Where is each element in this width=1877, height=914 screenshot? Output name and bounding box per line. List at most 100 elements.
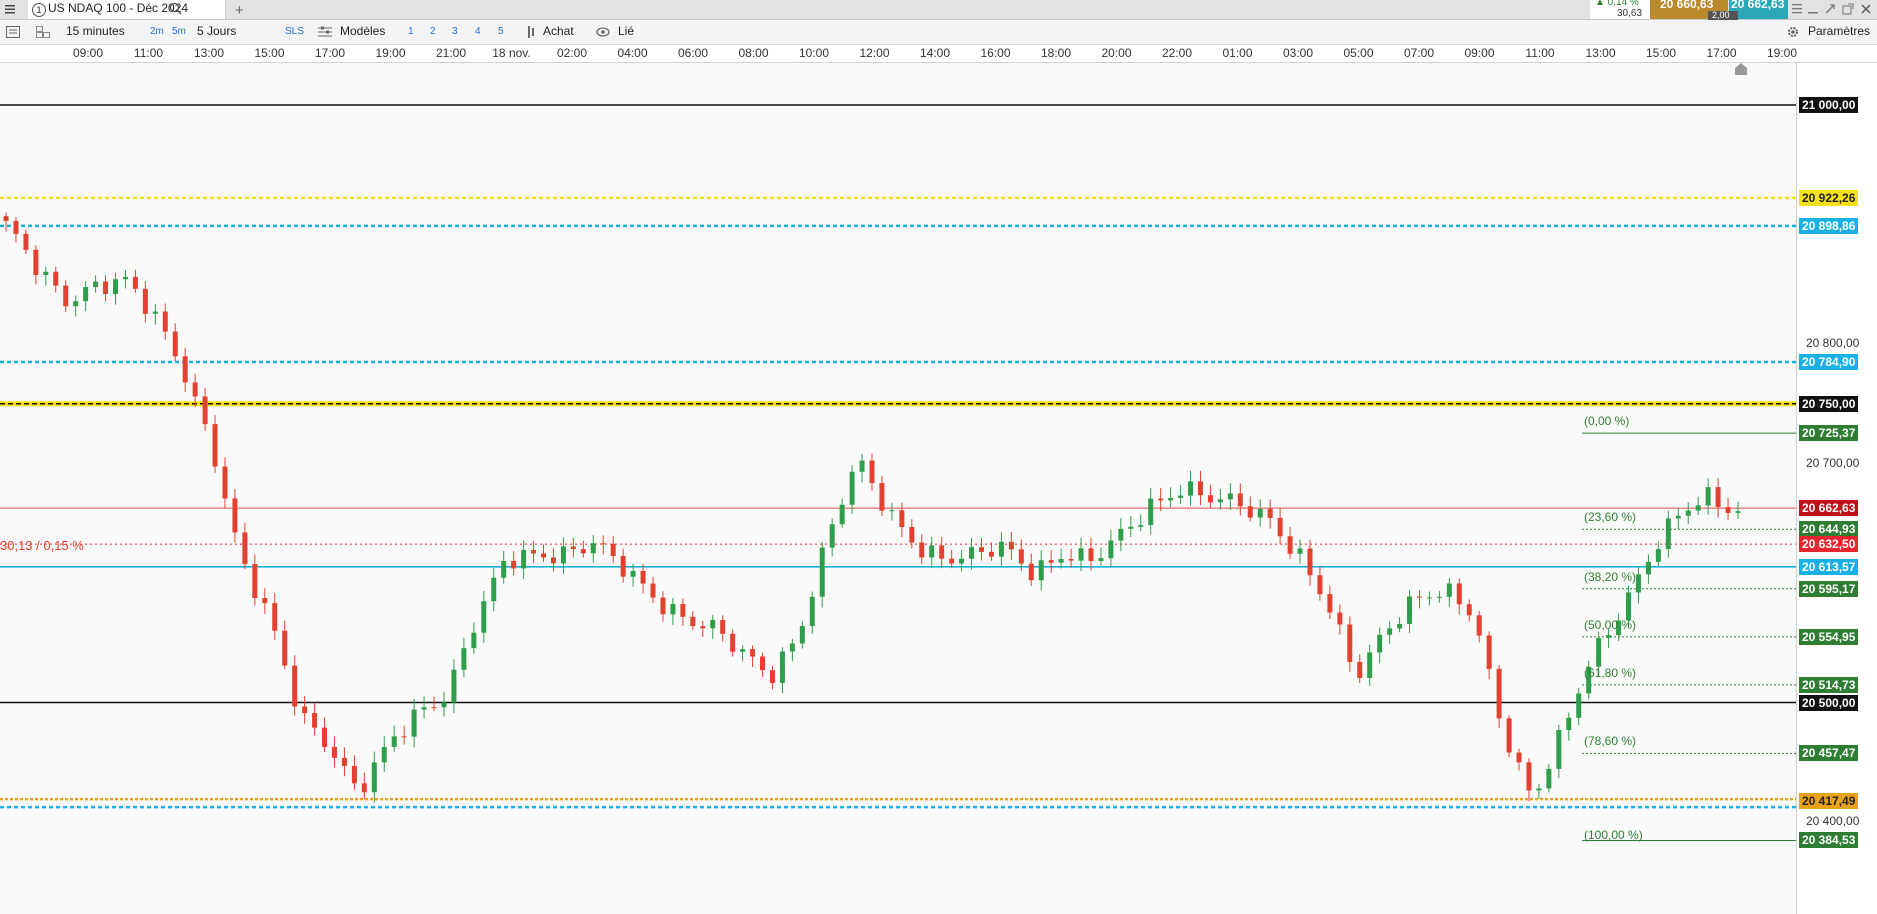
scroll-marker-icon[interactable] xyxy=(1734,62,1748,79)
candle-body xyxy=(1277,518,1283,537)
layout-icon[interactable] xyxy=(36,26,50,41)
candle-body xyxy=(690,616,696,627)
price-level-badge[interactable]: 20 554,95 xyxy=(1799,628,1859,645)
candle-body xyxy=(550,557,556,564)
candle-body xyxy=(331,746,337,758)
candle-body xyxy=(1337,612,1343,625)
price-level-badge[interactable]: 20 898,86 xyxy=(1799,217,1859,234)
settings-button[interactable]: Paramètres xyxy=(1808,24,1871,38)
candle-body xyxy=(431,707,437,709)
price-level-badge[interactable]: 20 662,63 xyxy=(1799,500,1859,517)
candle-body xyxy=(1665,518,1671,550)
time-tick-label: 13:00 xyxy=(1585,46,1616,60)
candle-body xyxy=(1188,481,1194,496)
candle-body xyxy=(242,532,248,564)
linked-button[interactable]: Lié xyxy=(618,24,635,38)
tab-us-ndaq[interactable]: 1 US NDAQ 100 - Déc 2024 xyxy=(28,0,226,19)
menu-icon[interactable] xyxy=(4,3,16,15)
gear-icon[interactable] xyxy=(1786,25,1800,42)
candle-body xyxy=(222,466,228,499)
price-level-badge[interactable]: 20 632,50 xyxy=(1799,536,1859,553)
search-icon[interactable] xyxy=(169,2,182,18)
price-level-badge[interactable]: 20 644,93 xyxy=(1799,521,1859,538)
candle-body xyxy=(859,460,865,472)
candle-body xyxy=(1048,560,1054,563)
price-level-badge[interactable]: 20 922,26 xyxy=(1799,189,1859,206)
price-level-badge[interactable]: 20 417,49 xyxy=(1799,793,1859,810)
price-level-badge[interactable]: 20 784,90 xyxy=(1799,354,1859,371)
preset-3-button[interactable]: 3 xyxy=(452,26,458,37)
time-tick-label: 15:00 xyxy=(1645,46,1677,60)
list-icon[interactable] xyxy=(1792,3,1802,18)
candle-body xyxy=(1715,487,1721,508)
tab-title: US NDAQ 100 - Déc 2024 xyxy=(48,1,189,15)
price-level-badge[interactable]: 20 457,47 xyxy=(1799,745,1859,762)
preset-2-button[interactable]: 2 xyxy=(430,26,436,37)
fib-label: (78,60 %) xyxy=(1584,734,1637,749)
preset-4-button[interactable]: 4 xyxy=(475,26,481,37)
candle-body xyxy=(959,558,965,564)
price-tick-label: 20 400,00 xyxy=(1806,814,1860,828)
time-tick-label: 16:00 xyxy=(980,46,1011,60)
candle-body xyxy=(1536,788,1542,791)
time-axis xyxy=(0,45,1877,63)
buy-button[interactable]: 20 662,63 xyxy=(1729,0,1788,19)
candle-body xyxy=(521,550,527,569)
fib-label: (50,00 %) xyxy=(1584,617,1637,632)
spread-value: 2,00 xyxy=(1712,10,1730,20)
candle-body xyxy=(1735,511,1741,513)
candle-body xyxy=(1227,493,1233,500)
candle-body xyxy=(1197,481,1203,496)
candle-body xyxy=(93,281,99,288)
price-level-badge[interactable]: 20 750,00 xyxy=(1799,395,1859,412)
price-level-badge[interactable]: 20 514,73 xyxy=(1799,676,1859,693)
candle-body xyxy=(132,276,138,289)
candle-body xyxy=(73,301,79,307)
candle-body xyxy=(1098,558,1104,562)
price-level-badge[interactable]: 20 613,57 xyxy=(1799,558,1859,575)
link-icon[interactable] xyxy=(596,26,610,41)
add-tab-icon[interactable]: + xyxy=(235,2,244,19)
trade-icon[interactable] xyxy=(524,25,538,42)
candle-body xyxy=(1068,559,1074,561)
candle-body xyxy=(1148,498,1154,526)
interval-select[interactable]: 15 minutes xyxy=(66,24,125,38)
templates-button[interactable]: Modèles xyxy=(340,24,386,38)
preset-1-button[interactable]: 1 xyxy=(408,26,414,37)
sls-button[interactable]: SLS xyxy=(285,26,304,37)
price-level-badge[interactable]: 20 725,37 xyxy=(1799,425,1859,442)
candle-body xyxy=(541,553,547,558)
candle-body xyxy=(879,483,885,511)
interval-5m-button[interactable]: 5m xyxy=(172,26,186,37)
preset-5-button[interactable]: 5 xyxy=(498,26,504,37)
candle-body xyxy=(1655,549,1661,562)
candle-body xyxy=(1138,525,1144,527)
candle-body xyxy=(122,276,128,280)
candle-body xyxy=(1725,507,1731,513)
interval-2m-button[interactable]: 2m xyxy=(150,26,164,37)
close-icon[interactable] xyxy=(1860,3,1872,18)
candle-body xyxy=(501,560,507,578)
time-tick-label: 05:00 xyxy=(1343,46,1374,60)
chart-toolbar: 15 minutes 2m 5m 5 Jours SLS Modèles 1 2… xyxy=(0,20,1877,45)
time-tick-label: 17:00 xyxy=(314,46,346,60)
candle-body xyxy=(1586,666,1592,694)
price-level-badge[interactable]: 20 384,53 xyxy=(1799,832,1859,849)
time-tick-label: 09:00 xyxy=(1464,46,1495,60)
list-view-icon[interactable] xyxy=(6,26,20,41)
candle-body xyxy=(1287,536,1293,554)
templates-icon[interactable] xyxy=(318,26,332,41)
candle-body xyxy=(590,543,596,554)
price-level-badge[interactable]: 21 000,00 xyxy=(1799,97,1859,113)
candle-body xyxy=(819,547,825,597)
restore-icon[interactable] xyxy=(1824,3,1836,18)
trade-button[interactable]: Achat xyxy=(543,24,574,38)
candle-body xyxy=(1257,508,1263,518)
minimize-icon[interactable] xyxy=(1808,3,1818,18)
price-level-badge[interactable]: 20 595,17 xyxy=(1799,580,1859,597)
popout-icon[interactable] xyxy=(1842,3,1854,18)
candle-body xyxy=(789,643,795,652)
period-select[interactable]: 5 Jours xyxy=(197,24,237,38)
price-level-badge[interactable]: 20 500,00 xyxy=(1799,694,1859,711)
